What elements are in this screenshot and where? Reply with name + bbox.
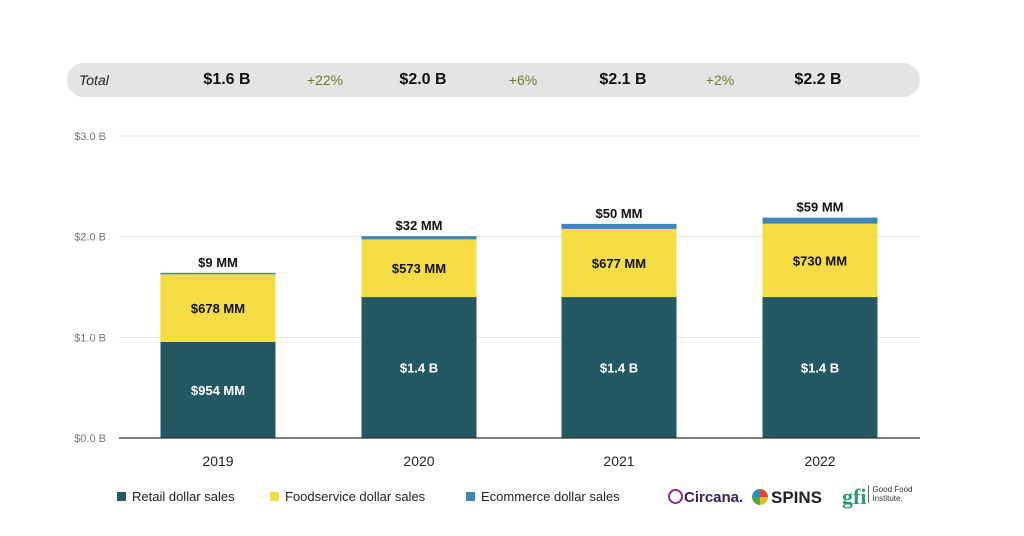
growth-2021: +6% xyxy=(508,72,538,88)
data-label-2022-0: $1.4 B xyxy=(801,361,839,376)
data-label-2019-1: $678 MM xyxy=(191,301,245,316)
total-2021: $2.1 B xyxy=(599,71,647,88)
data-label-2021-0: $1.4 B xyxy=(600,361,638,376)
data-label-2022-1: $730 MM xyxy=(793,253,847,268)
bar-2022-1 xyxy=(762,223,878,298)
circana-logo: Circana. xyxy=(668,489,743,506)
source-logos: Circana. SPINS gfi Good Food Institute. xyxy=(668,484,928,512)
bar-2021-2 xyxy=(561,223,677,229)
legend-label-foodservice: Foodservice dollar sales xyxy=(285,489,426,504)
legend-item-foodservice: Foodservice dollar sales xyxy=(270,489,425,504)
x-tick-label-2020: 2020 xyxy=(403,453,434,469)
growth-2022: +2% xyxy=(705,72,735,88)
totals-label: Total xyxy=(79,72,109,88)
data-label-2020-1: $573 MM xyxy=(392,261,446,276)
legend-swatch-foodservice xyxy=(270,492,279,501)
spins-logo: SPINS xyxy=(752,488,822,508)
y-tick-label-1: $1.0 B xyxy=(74,332,106,344)
circana-wordmark: Circana. xyxy=(684,489,744,506)
legend-item-ecommerce: Ecommerce dollar sales xyxy=(466,489,620,504)
gfi-logo: gfi Good Food Institute. xyxy=(842,484,916,510)
legend-swatch-ecommerce xyxy=(466,492,475,501)
bar-2019-2 xyxy=(160,272,276,275)
x-tick-label-2022: 2022 xyxy=(804,453,835,469)
gfi-mark: gfi xyxy=(842,484,867,509)
totals-bar: Total $1.6 B +22% $2.0 B +6% $2.1 B +2% … xyxy=(67,63,920,97)
bar-2022-2 xyxy=(762,217,878,224)
bar-2019-1 xyxy=(160,273,276,342)
bar-2020-0 xyxy=(361,297,477,438)
data-label-2019-2: $9 MM xyxy=(198,255,238,270)
data-label-2022-2: $59 MM xyxy=(797,200,844,215)
data-label-2020-2: $32 MM xyxy=(396,218,443,233)
bar-2022-0 xyxy=(762,297,878,438)
bar-2021-0 xyxy=(561,297,677,438)
y-tick-label-2: $2.0 B xyxy=(74,232,106,244)
data-label-2020-0: $1.4 B xyxy=(400,361,438,376)
total-2020: $2.0 B xyxy=(399,71,447,88)
legend-label-ecommerce: Ecommerce dollar sales xyxy=(481,489,620,504)
total-2019: $1.6 B xyxy=(203,71,251,88)
legend-item-retail: Retail dollar sales xyxy=(117,489,235,504)
x-tick-label-2019: 2019 xyxy=(202,453,233,469)
bar-2020-2 xyxy=(361,236,477,240)
bar-2021-1 xyxy=(561,228,677,298)
gfi-name: Good Food Institute. xyxy=(868,485,916,503)
legend-label-retail: Retail dollar sales xyxy=(132,489,235,504)
data-label-2019-0: $954 MM xyxy=(191,383,245,398)
total-2022: $2.2 B xyxy=(794,71,842,88)
circana-icon xyxy=(668,489,683,504)
y-tick-label-0: $0.0 B xyxy=(74,433,106,445)
growth-2020: +22% xyxy=(306,72,344,88)
spins-wordmark: SPINS xyxy=(771,488,823,507)
bar-2020-1 xyxy=(361,239,477,298)
bar-2019-0 xyxy=(160,341,276,438)
data-label-2021-2: $50 MM xyxy=(596,206,643,221)
data-label-2021-1: $677 MM xyxy=(592,256,646,271)
x-tick-label-2021: 2021 xyxy=(603,453,634,469)
spins-icon xyxy=(752,489,768,505)
y-tick-label-3: $3.0 B xyxy=(74,131,106,143)
legend-swatch-retail xyxy=(117,492,126,501)
